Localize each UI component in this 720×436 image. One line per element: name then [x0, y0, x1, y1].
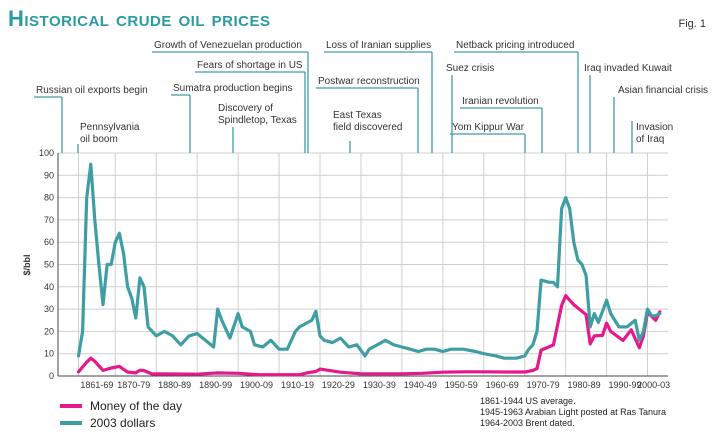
x-tick-label: 1910-19 [281, 380, 314, 390]
y-tick-label: 10 [44, 349, 54, 359]
x-tick-label: 1870-79 [117, 380, 150, 390]
annotation-4: Sumatra production begins [173, 83, 293, 94]
annotation-13: Iraq invaded Kuwait [584, 63, 672, 74]
y-tick-label: 20 [44, 326, 54, 336]
x-tick-label: 1890-99 [199, 380, 232, 390]
y-tick-label: 70 [44, 215, 54, 225]
x-tick-label: 1880-89 [158, 380, 191, 390]
annotation-0: Russian oil exports begin [36, 85, 148, 96]
legend-label: 2003 dollars [90, 416, 155, 430]
source-note: 1861-1944 US average. [480, 396, 576, 406]
x-tick-label: 1980-89 [568, 380, 601, 390]
x-tick-label: 1960-69 [486, 380, 519, 390]
source-note: 1964-2003 Brent dated. [480, 418, 575, 428]
annotation-5: Discovery of Spindletop, Texas [218, 103, 297, 126]
annotation-8: East Texas field discovered [333, 110, 402, 133]
y-tick-label: 30 [44, 304, 54, 314]
chart-title: Historical crude oil prices [8, 6, 271, 31]
series-lines [76, 162, 662, 377]
y-tick-label: 100 [39, 148, 54, 158]
series-line-2003-dollars [76, 162, 662, 360]
grid-lines [57, 152, 668, 377]
annotation-9: Suez crisis [446, 63, 494, 74]
annotation-1: Pennsylvania oil boom [80, 122, 140, 145]
legend: Money of the day 2003 dollars [60, 399, 182, 430]
annotation-11: Iranian revolution [462, 96, 539, 107]
annotation-15: Invasion of Iraq [636, 122, 673, 145]
x-tick-label: 1990-99 [608, 380, 641, 390]
series-line-money-of-the-day [76, 294, 662, 377]
y-tick-labels: 0 10 20 30 40 50 60 70 80 90 100 [39, 148, 54, 381]
y-tick-label: 90 [44, 170, 54, 180]
y-tick-label: 80 [44, 193, 54, 203]
figure-label: Fig. 1 [678, 18, 706, 30]
y-tick-label: 50 [44, 260, 54, 270]
y-tick-label: 40 [44, 282, 54, 292]
x-tick-label: 1930-39 [363, 380, 396, 390]
x-tick-label: 1950-59 [445, 380, 478, 390]
annotation-3: Fears of shortage in US [197, 60, 303, 71]
annotation-7: Postwar reconstruction [318, 76, 420, 87]
y-tick-label: 60 [44, 237, 54, 247]
annotation-10: Netback pricing introduced [456, 40, 574, 51]
legend-label: Money of the day [90, 399, 182, 413]
annotation-14: Asian financial crisis [618, 85, 708, 96]
x-tick-labels: 1861-69 1870-79 1880-89 1890-99 1900-09 1910-… [80, 380, 670, 390]
annotations: Russian oil exports begin Pennsylvania oil… [34, 40, 708, 153]
source-note: 1945-1963 Arabian Light posted at Ras Ta… [480, 407, 666, 417]
annotation-12: Yom Kippur War [452, 122, 525, 133]
x-tick-label: 2000-03 [637, 380, 670, 390]
y-axis-label: $/bbl [22, 254, 32, 275]
x-tick-label: 1900-09 [240, 380, 273, 390]
x-tick-label: 1920-29 [322, 380, 355, 390]
annotation-6: Loss of Iranian supplies [326, 40, 431, 51]
x-tick-label: 1940-49 [404, 380, 437, 390]
y-tick-label: 0 [49, 371, 54, 381]
source-notes: 1861-1944 US average.1945-1963 Arabian L… [480, 396, 666, 428]
annotation-2: Growth of Venezuelan production [154, 40, 302, 51]
x-tick-label: 1861-69 [80, 380, 113, 390]
x-tick-label: 1970-79 [527, 380, 560, 390]
